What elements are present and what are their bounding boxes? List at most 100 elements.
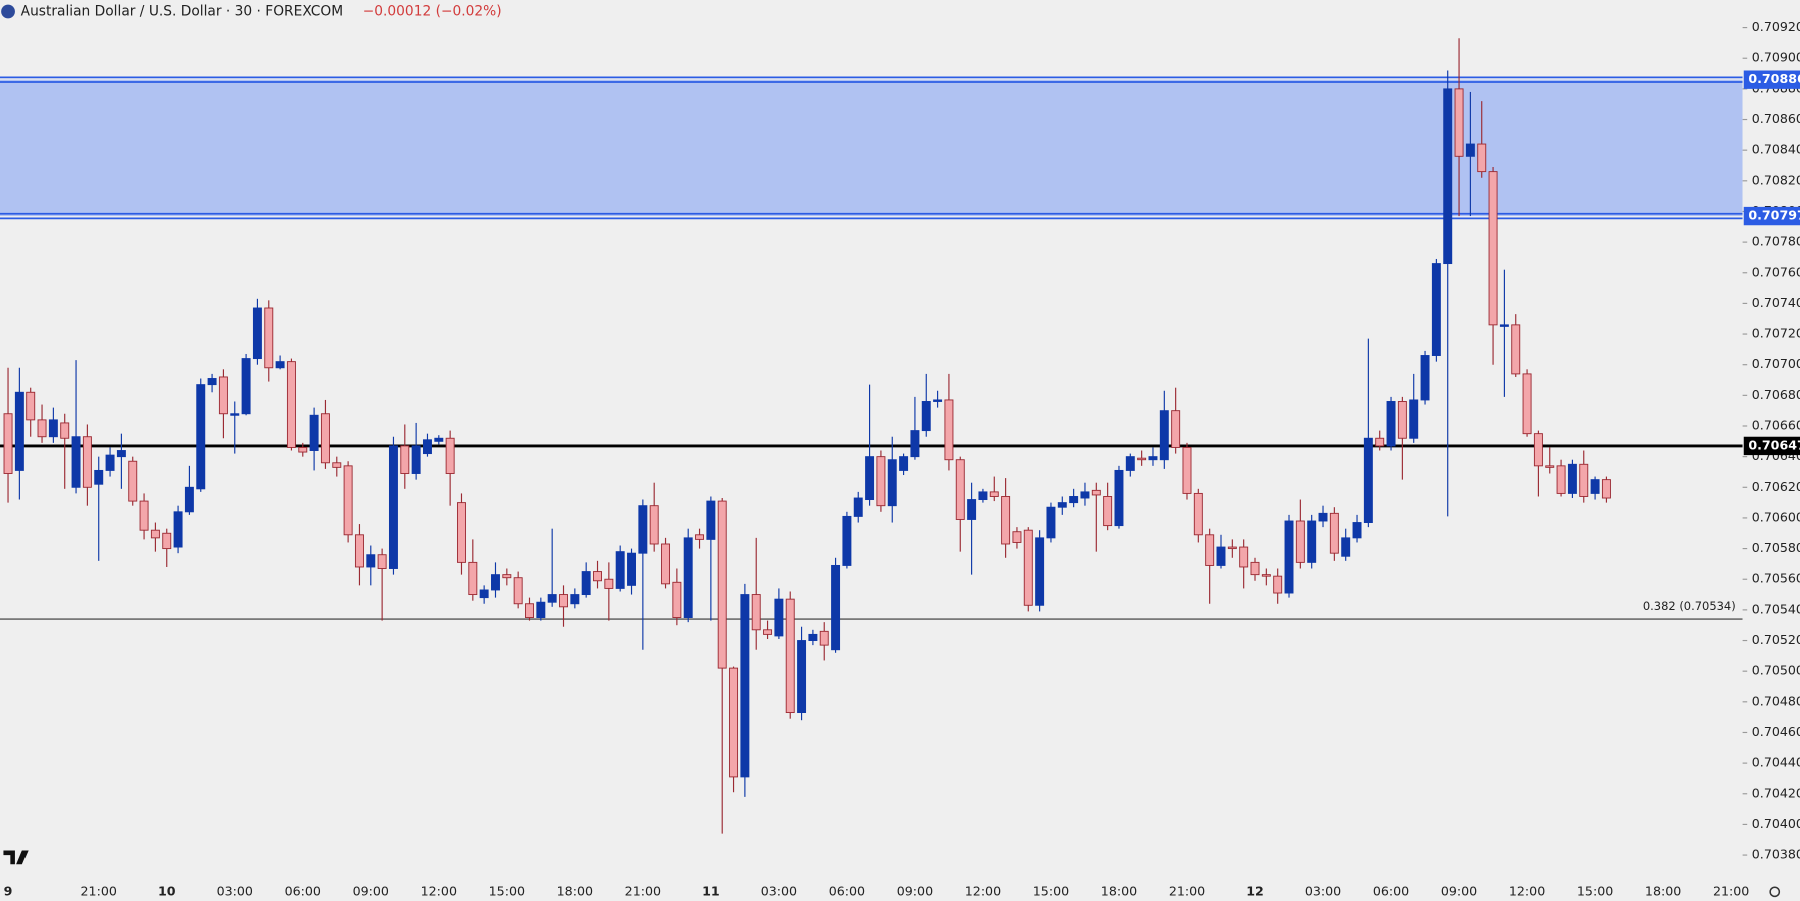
- candle-body: [1409, 399, 1419, 439]
- candle-body: [672, 581, 682, 619]
- candle-body: [933, 399, 943, 402]
- candle-body: [241, 358, 251, 415]
- candle-body: [1205, 534, 1215, 566]
- candle-body: [139, 500, 149, 531]
- candle-body: [1375, 437, 1385, 447]
- candle-body: [116, 450, 126, 458]
- candle-body: [944, 399, 954, 461]
- candle-body: [264, 307, 274, 369]
- candle-body: [150, 529, 160, 539]
- candle-body: [309, 414, 319, 451]
- x-tick-label: 21:00: [81, 883, 117, 898]
- x-tick-label: 03:00: [1305, 883, 1341, 898]
- price-tag: [1743, 206, 1800, 226]
- candle-body: [1069, 496, 1079, 504]
- candle-body: [1057, 502, 1067, 508]
- candle-body: [1352, 522, 1362, 539]
- x-tick-label: 03:00: [761, 883, 797, 898]
- candle-body: [593, 571, 602, 582]
- candle-body: [1307, 520, 1317, 563]
- candle-body: [48, 419, 58, 438]
- candle-body: [1295, 520, 1305, 563]
- candle-body: [1420, 355, 1430, 401]
- y-tick-label: 0.70600: [1752, 509, 1800, 524]
- y-tick-label: 0.70680: [1752, 387, 1800, 402]
- candle-body: [729, 667, 739, 778]
- candle-body: [400, 445, 410, 474]
- candle-body: [377, 554, 387, 569]
- candle-body: [354, 534, 364, 568]
- candle-body: [627, 552, 636, 586]
- y-tick-label: 0.70460: [1752, 724, 1800, 739]
- y-tick-label: 0.70520: [1752, 632, 1800, 647]
- candle-body: [774, 598, 784, 637]
- y-tick-label: 0.70920: [1752, 19, 1800, 34]
- candle-body: [388, 445, 398, 569]
- candle-body: [808, 633, 818, 641]
- candle-body: [411, 445, 421, 474]
- candle-body: [536, 601, 546, 619]
- candle-body: [162, 532, 172, 550]
- candle-body: [1080, 491, 1090, 499]
- candle-body: [1137, 457, 1147, 461]
- candle-body: [910, 430, 920, 458]
- x-tick-label: 09:00: [1441, 883, 1477, 898]
- candle-body: [525, 603, 534, 619]
- settings-icon[interactable]: [1769, 886, 1781, 898]
- candle-body: [343, 465, 353, 536]
- x-tick-label: 15:00: [1577, 883, 1613, 898]
- x-tick-label: 18:00: [1645, 883, 1681, 898]
- y-tick-label: 0.70780: [1752, 234, 1800, 249]
- candle-body: [1012, 531, 1022, 543]
- candle-body: [26, 391, 36, 421]
- candle-body: [763, 629, 773, 635]
- y-tick-label: 0.70840: [1752, 142, 1800, 157]
- candle-body: [1522, 373, 1532, 435]
- x-tick-label: 10: [158, 883, 176, 898]
- x-tick-label: 06:00: [829, 883, 865, 898]
- candle-body: [422, 439, 432, 455]
- fib-label: 0.382 (0.70534): [1643, 599, 1736, 613]
- tv-logo: [3, 850, 29, 865]
- chart-title: Australian Dollar / U.S. Dollar · 30 · F…: [21, 3, 343, 19]
- candle-body: [547, 594, 557, 603]
- x-tick-label: 03:00: [217, 883, 253, 898]
- candle-body: [1250, 561, 1260, 576]
- candle-body: [899, 456, 909, 471]
- candle-body: [366, 554, 376, 568]
- candle-body: [581, 571, 591, 596]
- x-tick-label: 06:00: [1373, 883, 1409, 898]
- candle-body: [468, 561, 478, 596]
- x-tick-label: 12:00: [421, 883, 457, 898]
- candle-body: [457, 502, 466, 563]
- candle-body: [105, 454, 115, 471]
- x-tick-label: 15:00: [1033, 883, 1069, 898]
- candle-body: [559, 594, 568, 608]
- candle-body: [683, 537, 693, 619]
- candle-body: [3, 413, 13, 474]
- x-tick-label: 06:00: [285, 883, 321, 898]
- candle-body: [14, 391, 24, 471]
- candle-body: [865, 456, 875, 501]
- candle-body: [1318, 512, 1328, 522]
- x-tick-label: 09:00: [897, 883, 933, 898]
- price-tag-label: 0.70797: [1748, 208, 1800, 223]
- candle-body: [570, 594, 580, 605]
- candle-body: [1023, 529, 1033, 606]
- candle-body: [1499, 324, 1509, 327]
- x-tick-label: 21:00: [1713, 883, 1749, 898]
- y-tick-label: 0.70720: [1752, 326, 1800, 341]
- candle-body: [1363, 437, 1373, 523]
- candle-body: [604, 578, 614, 589]
- candle-body: [649, 505, 659, 545]
- candle-body: [1341, 537, 1351, 557]
- candle-body: [1454, 88, 1464, 157]
- candle-body: [82, 436, 92, 488]
- y-tick-label: 0.70380: [1752, 847, 1800, 862]
- x-tick-label: 11: [702, 883, 720, 898]
- candle-body: [1171, 410, 1181, 448]
- y-tick-label: 0.70900: [1752, 50, 1800, 65]
- price-axis: 0.70380 0.70400 0.70420 0.70440 0.70460 0.704…: [1742, 19, 1800, 862]
